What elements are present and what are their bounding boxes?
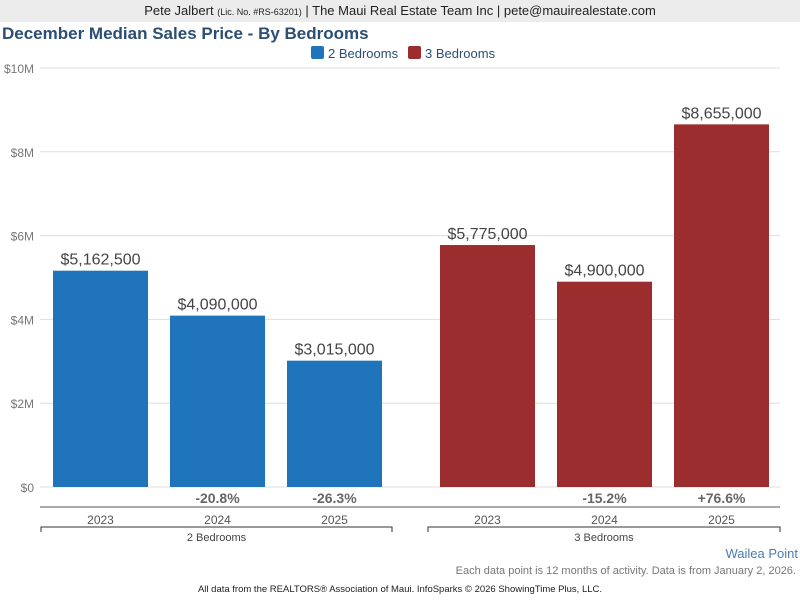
- x-tick-label: 2025: [321, 513, 348, 527]
- data-note: Each data point is 12 months of activity…: [455, 565, 796, 577]
- x-tick-label: 2024: [591, 513, 618, 527]
- data-label: $5,775,000: [447, 226, 527, 243]
- bar: [674, 124, 769, 487]
- change-label: -26.3%: [312, 490, 357, 506]
- data-label: $5,162,500: [60, 252, 140, 269]
- legend-label: 2 Bedrooms: [328, 46, 399, 61]
- change-label: +76.6%: [698, 490, 746, 506]
- data-label: $8,655,000: [681, 105, 761, 122]
- y-tick-label: $10M: [4, 62, 34, 76]
- group-label: 3 Bedrooms: [574, 532, 634, 544]
- change-label: -15.2%: [582, 490, 627, 506]
- y-tick-label: $8M: [11, 146, 34, 160]
- bar: [287, 360, 382, 487]
- agent-contact: | The Maui Real Estate Team Inc | pete@m…: [305, 3, 656, 18]
- x-tick-label: 2023: [474, 513, 501, 527]
- group-bracket: [40, 526, 393, 532]
- data-label: $3,015,000: [294, 342, 374, 359]
- license: (Lic. No. #RS-63201): [217, 7, 302, 17]
- bar: [440, 245, 535, 487]
- legend-label: 3 Bedrooms: [425, 46, 496, 61]
- data-label: $4,090,000: [177, 297, 257, 314]
- group-label: 2 Bedrooms: [187, 532, 247, 544]
- chart-title: December Median Sales Price - By Bedroom…: [2, 24, 369, 43]
- bar: [170, 315, 265, 487]
- y-tick-label: $4M: [11, 313, 34, 327]
- x-tick-label: 2024: [204, 513, 231, 527]
- x-tick-label: 2025: [708, 513, 735, 527]
- legend-swatch: [408, 46, 421, 59]
- y-tick-label: $6M: [11, 230, 34, 244]
- x-tick-label: 2023: [87, 513, 114, 527]
- legend-swatch: [311, 46, 324, 59]
- bar: [53, 270, 148, 487]
- location-label[interactable]: Wailea Point: [725, 546, 799, 561]
- agent-name: Pete Jalbert: [144, 3, 214, 18]
- agent-header: Pete Jalbert (Lic. No. #RS-63201) | The …: [0, 0, 800, 22]
- y-tick-label: $2M: [11, 397, 34, 411]
- y-tick-label: $0: [21, 481, 35, 495]
- bar: [557, 281, 652, 487]
- source-footer: All data from the REALTORS® Association …: [197, 584, 603, 595]
- group-bracket: [427, 526, 781, 532]
- change-label: -20.8%: [195, 490, 240, 506]
- data-label: $4,900,000: [564, 263, 644, 280]
